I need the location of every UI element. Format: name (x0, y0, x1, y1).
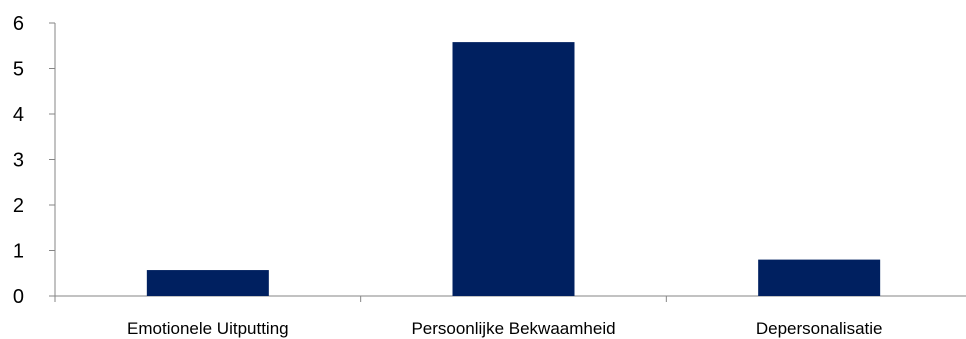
bar (452, 42, 575, 296)
y-tick-label: 2 (13, 195, 24, 217)
y-tick-label: 0 (13, 286, 24, 308)
y-tick-label: 5 (13, 59, 24, 81)
y-tick-label: 1 (13, 241, 24, 263)
bar (146, 270, 269, 296)
chart-bars (146, 42, 881, 296)
x-tick-label: Emotionele Uitputting (127, 319, 289, 338)
x-tick-label: Depersonalisatie (756, 319, 883, 338)
y-axis-ticks: 0 1 2 3 4 5 6 (13, 13, 55, 308)
x-axis-ticks: Emotionele Uitputting Persoonlijke Bekwaa… (54, 296, 883, 338)
x-tick-label: Persoonlijke Bekwaamheid (411, 319, 615, 338)
y-tick-label: 4 (13, 104, 24, 126)
y-tick-label: 3 (13, 150, 24, 172)
bar (758, 259, 881, 296)
y-tick-label: 6 (13, 13, 24, 35)
